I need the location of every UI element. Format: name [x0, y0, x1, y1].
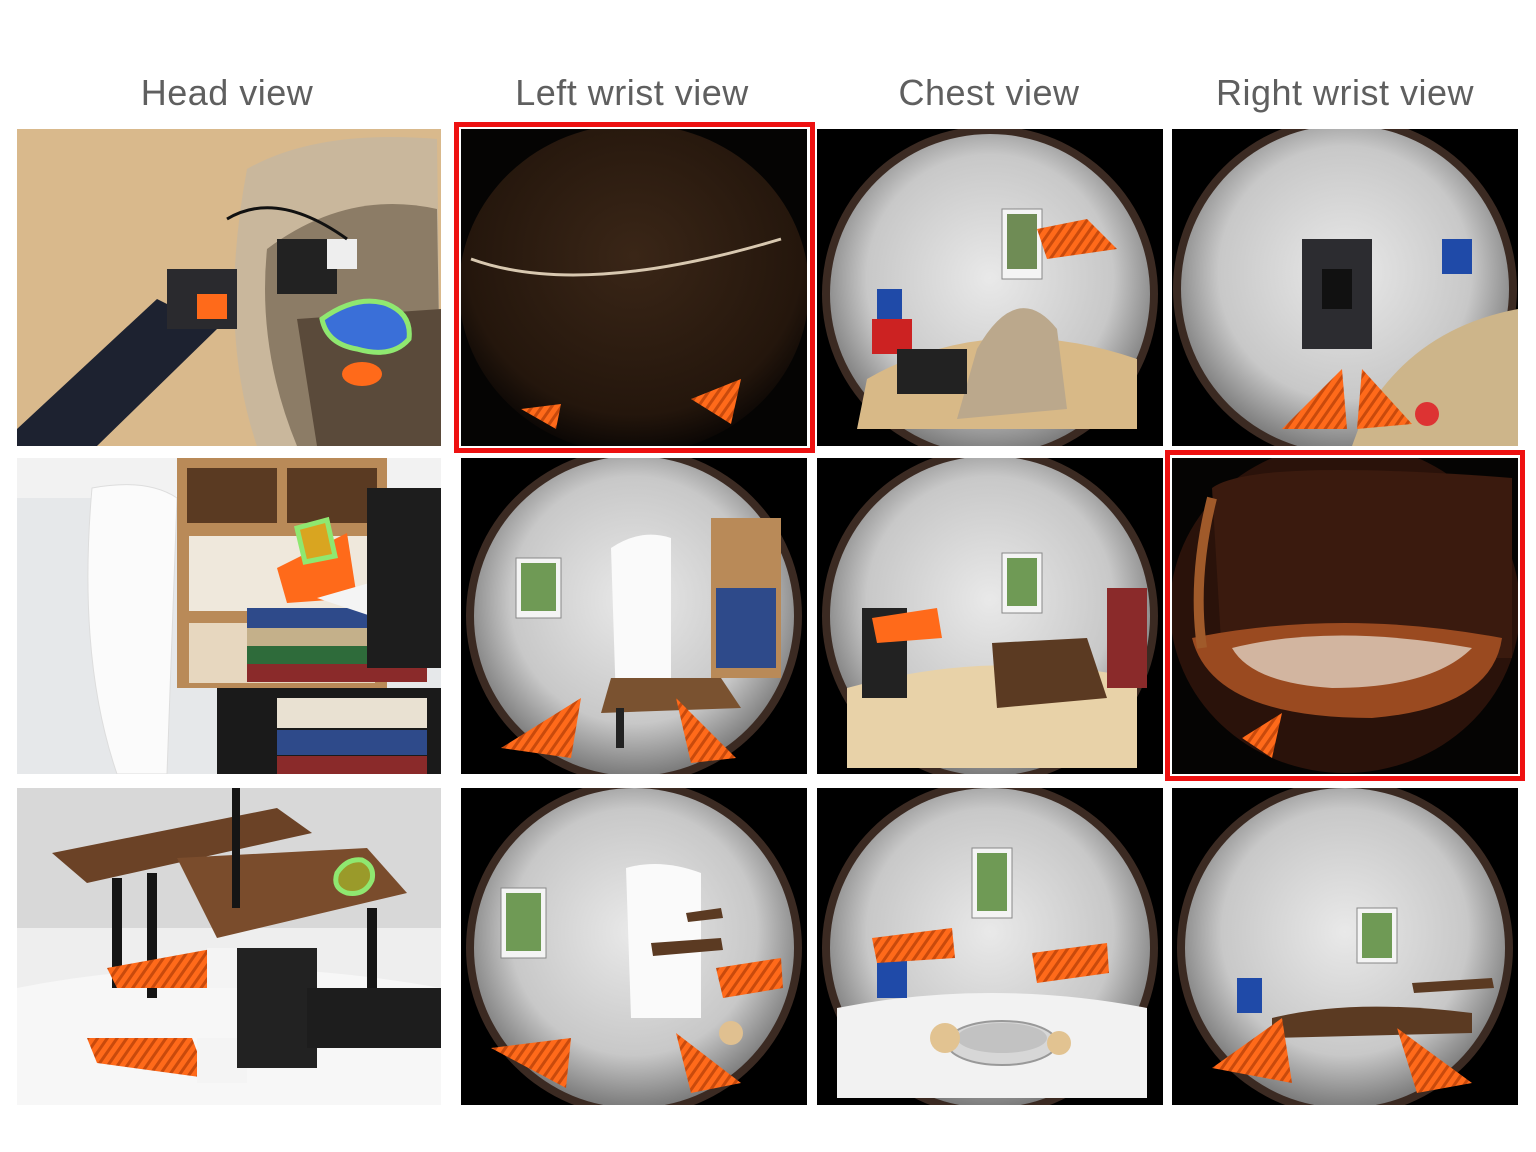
row1-right-wrist-view-image	[1172, 129, 1518, 446]
row3-right-wrist-view-image	[1172, 788, 1518, 1105]
header-chest-view: Chest view	[898, 72, 1080, 113]
header-left-wrist-view: Left wrist view	[515, 72, 749, 113]
row2-head-view-image	[17, 458, 441, 774]
row3-left-wrist-view-image	[461, 788, 807, 1105]
row3-chest-view-image	[817, 788, 1163, 1105]
header-head-view: Head view	[140, 72, 314, 113]
header-right-wrist-view: Right wrist view	[1215, 72, 1475, 113]
row1-head-view-image	[17, 129, 441, 446]
row1-left-wrist-view-image	[461, 129, 807, 446]
row2-chest-view-image	[817, 458, 1163, 774]
row2-right-wrist-view-image	[1172, 458, 1518, 774]
row3-head-view-image	[17, 788, 441, 1105]
row2-left-wrist-view-image	[461, 458, 807, 774]
row1-chest-view-image	[817, 129, 1163, 446]
